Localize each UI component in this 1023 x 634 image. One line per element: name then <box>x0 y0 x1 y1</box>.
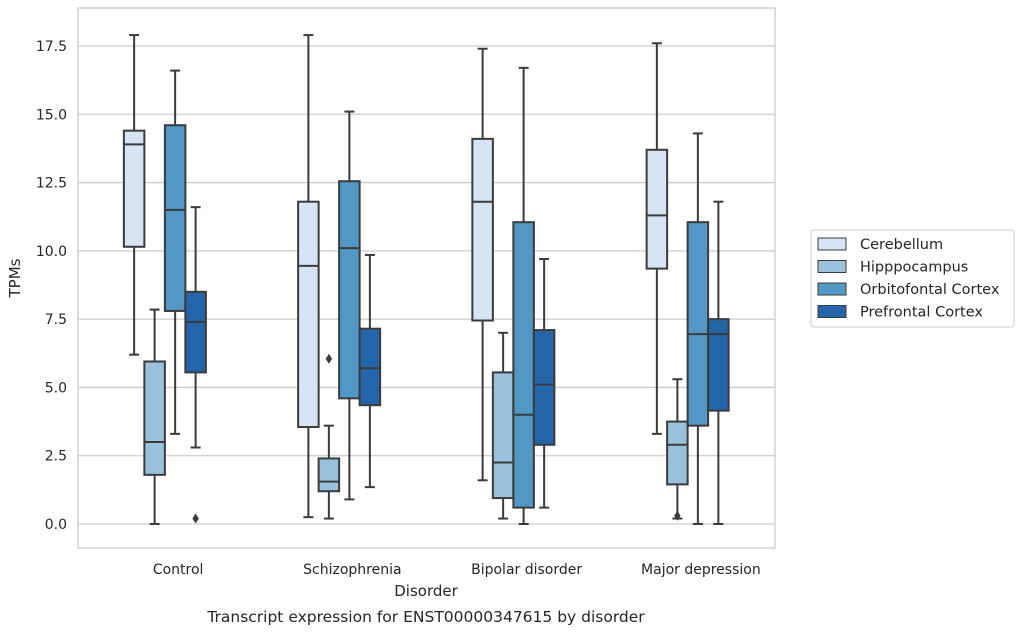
box-cerebellum <box>645 42 669 435</box>
legend: Cerebellum Hipppocampus Orbitofontal Corte… <box>810 229 1015 328</box>
y-tick-label: 10.0 <box>36 244 67 260</box>
box-hipppocampus <box>491 331 515 520</box>
x-tick-label: Bipolar disorder <box>471 562 582 578</box>
box-hipppocampus <box>317 353 341 520</box>
x-axis-label: Disorder <box>394 582 458 600</box>
iqr-box <box>297 200 320 429</box>
chart-caption: Transcript expression for ENST0000034761… <box>206 608 645 626</box>
y-tick-label: 17.5 <box>36 39 67 55</box>
y-axis-label: TPMs <box>6 258 24 298</box>
box-cerebellum <box>471 47 494 482</box>
legend-frame <box>810 229 1015 328</box>
y-tick-label: 12.5 <box>36 176 67 192</box>
legend-label: Hipppocampus <box>860 260 968 276</box>
iqr-box <box>471 137 494 322</box>
iqr-box <box>645 148 669 270</box>
y-tick-label: 0.0 <box>45 517 67 533</box>
x-tick-label: Control <box>153 562 204 578</box>
iqr-box <box>491 371 515 500</box>
legend-swatch <box>817 237 847 251</box>
y-tick-label: 15.0 <box>36 107 67 123</box>
outlier-point <box>674 510 681 521</box>
iqr-box <box>184 290 207 374</box>
box-prefrontal-cortex <box>184 206 207 524</box>
iqr-box <box>666 420 689 486</box>
iqr-box <box>317 457 341 493</box>
box-hipppocampus <box>666 378 689 521</box>
iqr-box <box>143 360 166 476</box>
iqr-box <box>686 221 710 427</box>
x-tick-labels: Control Schizophrenia Bipolar disorder Majo… <box>153 562 761 578</box>
box-orbitofontal-cortex <box>512 66 535 525</box>
box-prefrontal-cortex <box>358 253 382 489</box>
y-tick-label: 7.5 <box>45 312 67 328</box>
box-groups <box>122 34 730 525</box>
iqr-box <box>532 329 556 446</box>
legend-swatch <box>817 305 847 318</box>
y-tick-label: 5.0 <box>45 380 67 396</box>
iqr-box <box>338 180 361 400</box>
iqr-box <box>707 318 730 412</box>
y-tick-label: 2.5 <box>45 449 67 465</box>
box-orbitofontal-cortex <box>686 132 710 525</box>
legend-swatch <box>817 282 847 296</box>
legend-label: Cerebellum <box>860 237 943 253</box>
plot-area-frame <box>77 7 776 549</box>
box-hipppocampus <box>143 308 166 525</box>
box-cerebellum <box>297 34 320 519</box>
box-prefrontal-cortex <box>707 200 730 525</box>
outlier-point <box>192 513 199 524</box>
box-prefrontal-cortex <box>532 258 556 509</box>
box-cerebellum <box>122 34 146 356</box>
y-tick-labels: 0.0 2.5 5.0 7.5 10.0 12.5 15.0 17.5 <box>36 39 67 533</box>
legend-label: Prefrontal Cortex <box>860 305 983 321</box>
legend-label: Orbitofontal Cortex <box>860 282 1000 298</box>
iqr-box <box>122 129 146 248</box>
x-tick-label: Major depression <box>641 562 761 578</box>
iqr-box <box>358 327 382 407</box>
outlier-point <box>325 353 333 364</box>
iqr-box <box>163 124 187 312</box>
iqr-box <box>512 221 535 509</box>
box-orbitofontal-cortex <box>338 110 361 501</box>
box-orbitofontal-cortex <box>163 69 187 435</box>
x-tick-label: Schizophrenia <box>303 562 401 578</box>
legend-swatch <box>817 260 847 273</box>
